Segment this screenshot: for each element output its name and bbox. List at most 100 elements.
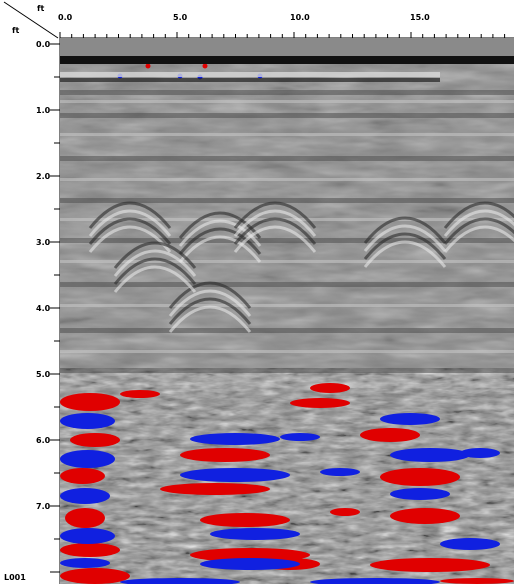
red-reflection xyxy=(390,508,460,524)
blue-reflection xyxy=(180,468,290,482)
hyperbola-reflector xyxy=(233,225,317,253)
y-tick-label: 4.0 xyxy=(36,304,51,313)
reflection-layer xyxy=(60,368,514,373)
red-reflection xyxy=(60,468,105,484)
hyperbola-reflector xyxy=(113,241,197,269)
blue-reflection xyxy=(320,468,360,476)
blue-reflection xyxy=(210,528,300,540)
blue-reflection xyxy=(440,538,500,550)
blue-reflection xyxy=(60,413,115,429)
reflection-layer xyxy=(60,100,514,103)
hyperbola-reflector xyxy=(443,217,514,245)
blue-reflection xyxy=(190,433,280,445)
red-reflection xyxy=(60,568,130,584)
surface-dot xyxy=(202,63,208,69)
scan-texture-upper xyxy=(60,58,514,388)
reflection-layer xyxy=(60,113,514,118)
reflection-layer xyxy=(60,198,514,203)
reflection-layer xyxy=(60,304,514,307)
hyperbola-reflector xyxy=(233,201,317,229)
red-reflection xyxy=(370,558,490,572)
y-tick-label: 6.0 xyxy=(36,436,51,445)
hyperbola-reflector xyxy=(88,209,172,237)
surface-reflection-band xyxy=(60,56,514,64)
blue-reflection xyxy=(310,578,440,584)
hyperbola-reflector xyxy=(168,281,252,309)
blue-reflection xyxy=(60,450,115,468)
red-reflection xyxy=(70,433,120,447)
red-reflection xyxy=(200,513,290,527)
hyperbola-reflector xyxy=(363,240,447,268)
x-axis-unit-label: ft xyxy=(37,4,45,13)
red-reflection xyxy=(160,483,270,495)
blue-reflection xyxy=(390,488,450,500)
hyperbola-reflector xyxy=(113,265,197,293)
blue-reflection xyxy=(60,528,115,544)
red-reflection xyxy=(440,578,514,584)
hyperbola-reflector xyxy=(363,232,447,260)
x-tick-label: 15.0 xyxy=(410,13,430,22)
red-reflection xyxy=(290,398,350,408)
red-reflection xyxy=(65,508,105,528)
hyperbola-reflector xyxy=(363,216,447,244)
reflection-layer xyxy=(60,238,514,243)
reflection-layer xyxy=(60,350,514,353)
reflection-layer xyxy=(60,133,514,136)
surface-reflection-dark xyxy=(60,78,440,82)
red-reflection xyxy=(310,383,350,393)
blue-reflection xyxy=(60,558,110,568)
reflection-layer xyxy=(60,218,514,221)
x-tick-label: 10.0 xyxy=(290,13,310,22)
blue-reflection xyxy=(120,578,240,584)
hyperbola-reflector xyxy=(168,297,252,325)
surface-reflection-band-secondary xyxy=(60,72,440,77)
y-axis-unit-label: ft xyxy=(12,26,20,35)
blue-reflection xyxy=(380,413,440,425)
hyperbola-reflector xyxy=(168,305,252,333)
reflection-layer xyxy=(60,282,514,287)
red-reflection xyxy=(360,428,420,442)
hyperbola-reflector xyxy=(443,209,514,237)
hyperbola-reflector xyxy=(363,224,447,252)
blue-reflection xyxy=(390,448,470,462)
y-tick-label: 7.0 xyxy=(36,502,51,511)
hyperbola-reflector xyxy=(168,289,252,317)
axis-corner-divider xyxy=(3,1,59,39)
hyperbola-reflector xyxy=(178,227,262,255)
red-reflection xyxy=(180,448,270,462)
red-reflection xyxy=(60,543,120,557)
x-tick-label: 0.0 xyxy=(58,13,73,22)
red-reflection xyxy=(120,390,160,398)
y-tick-label: 0.0 xyxy=(36,40,51,49)
red-reflection xyxy=(60,393,120,411)
blue-reflection xyxy=(200,558,300,570)
reflection-layer xyxy=(60,156,514,161)
hyperbola-reflector xyxy=(113,257,197,285)
reflection-layer xyxy=(60,260,514,263)
hyperbola-reflector xyxy=(233,217,317,245)
hyperbola-reflector xyxy=(88,217,172,245)
hyperbola-reflector xyxy=(88,201,172,229)
red-reflection xyxy=(380,468,460,486)
y-tick-label: 2.0 xyxy=(36,172,51,181)
hyperbola-reflector xyxy=(443,201,514,229)
reflection-layer xyxy=(60,90,514,95)
radargram-image xyxy=(60,38,514,584)
reflection-layer xyxy=(60,178,514,181)
y-tick-label: 5.0 xyxy=(36,370,51,379)
hyperbola-reflector xyxy=(233,209,317,237)
red-reflection xyxy=(330,508,360,516)
file-name-label: L001 xyxy=(4,573,26,582)
blue-reflection xyxy=(460,448,500,458)
blue-reflection xyxy=(60,488,110,504)
y-tick-label: 3.0 xyxy=(36,238,51,247)
reflection-layer xyxy=(60,328,514,333)
hyperbola-reflector xyxy=(443,225,514,253)
y-tick-label: 1.0 xyxy=(36,106,51,115)
surface-dot xyxy=(145,63,151,69)
hyperbola-reflector xyxy=(178,235,262,263)
blue-reflection xyxy=(280,433,320,441)
x-tick-label: 5.0 xyxy=(173,13,188,22)
hyperbola-reflector xyxy=(113,249,197,277)
